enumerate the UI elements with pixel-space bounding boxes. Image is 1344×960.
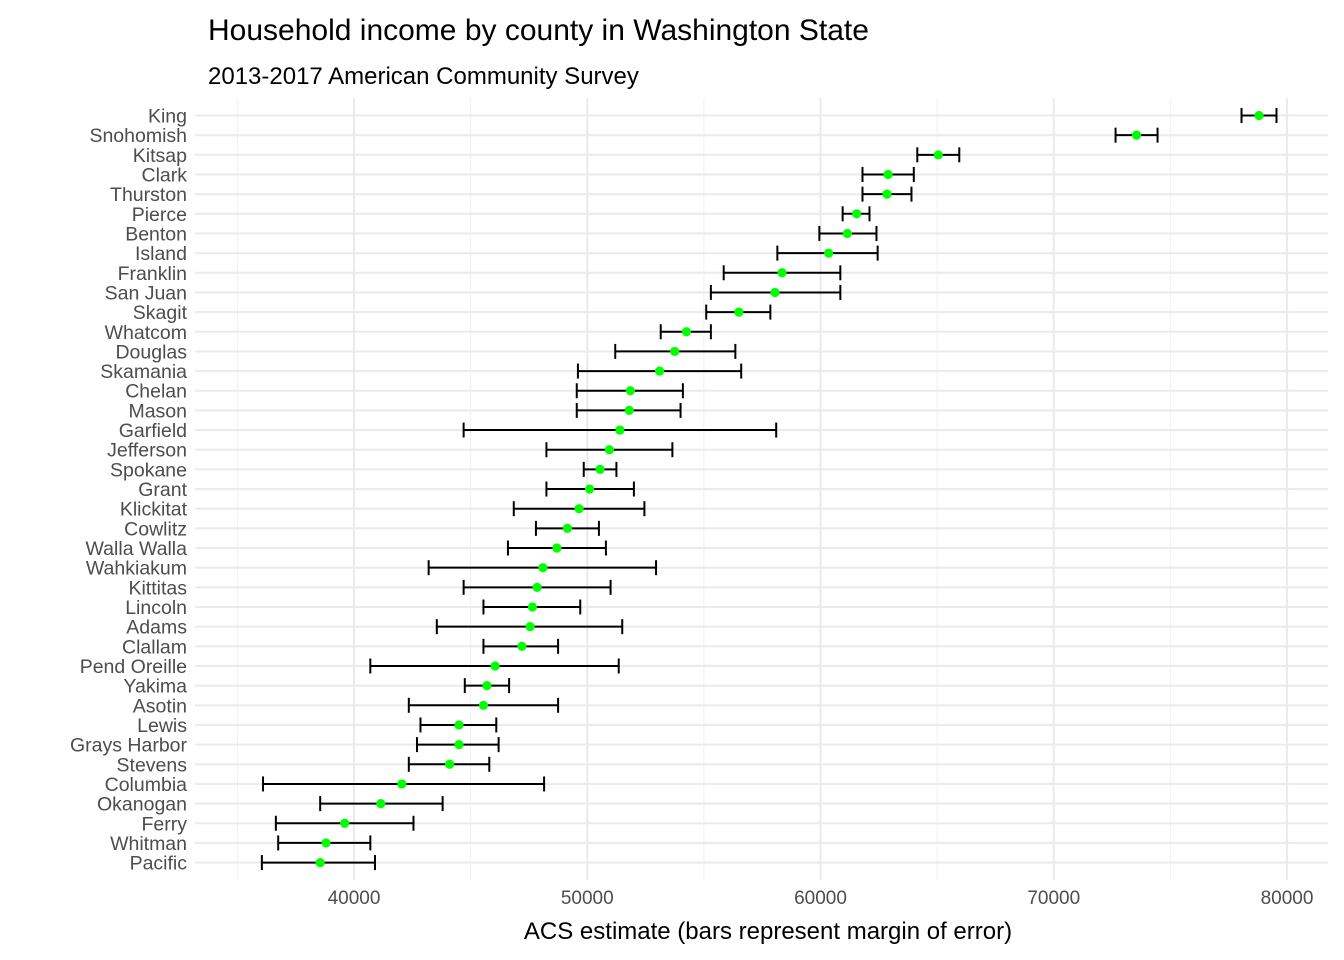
estimate-point-pend-oreille	[490, 661, 500, 671]
y-tick-label: Stevens	[117, 754, 188, 776]
estimate-point-garfield	[615, 425, 625, 435]
y-tick-label: Spokane	[110, 459, 187, 481]
estimate-point-stevens	[445, 759, 455, 769]
estimate-point-pierce	[852, 209, 862, 219]
estimate-point-whitman	[321, 838, 331, 848]
estimate-point-clark	[883, 169, 893, 180]
y-tick-label: Benton	[125, 223, 187, 245]
estimate-points	[315, 110, 1264, 868]
y-tick-label: Grant	[138, 479, 187, 501]
y-tick-label: Walla Walla	[86, 538, 188, 560]
grid-lines	[195, 98, 1328, 880]
y-tick-label: Grays Harbor	[70, 735, 188, 757]
y-tick-label: San Juan	[105, 282, 187, 304]
y-tick-label: Mason	[128, 400, 187, 422]
x-tick-label: 60000	[794, 888, 847, 909]
estimate-point-klickitat	[574, 504, 584, 514]
estimate-point-yakima	[482, 681, 492, 691]
estimate-point-grant	[584, 484, 595, 494]
estimate-point-skagit	[734, 307, 744, 317]
y-tick-label: Okanogan	[97, 794, 187, 816]
y-axis-county-labels: KingSnohomishKitsapClarkThurstonPierceBe…	[70, 106, 188, 875]
y-tick-label: Island	[135, 243, 187, 265]
y-tick-label: Wahkiakum	[86, 558, 187, 580]
y-tick-label: King	[148, 106, 187, 128]
y-tick-label: Cowlitz	[124, 518, 187, 540]
estimate-point-kittitas	[532, 582, 542, 592]
estimate-point-grays-harbor	[454, 740, 464, 750]
y-tick-label: Columbia	[105, 774, 188, 796]
y-tick-label: Yakima	[123, 676, 187, 698]
y-tick-label: Douglas	[115, 341, 187, 363]
estimate-point-asotin	[478, 700, 489, 710]
estimate-point-clallam	[517, 641, 527, 651]
y-tick-label: Lewis	[137, 715, 187, 737]
estimate-point-wahkiakum	[538, 563, 548, 573]
y-tick-label: Pend Oreille	[80, 656, 187, 678]
chart-title: Household income by county in Washington…	[208, 14, 869, 47]
estimate-point-skamania	[654, 366, 665, 376]
estimate-point-jefferson	[604, 445, 615, 455]
y-tick-label: Ferry	[142, 813, 188, 835]
estimate-point-spokane	[595, 464, 605, 474]
estimate-point-ferry	[340, 818, 350, 828]
x-tick-label: 70000	[1027, 888, 1080, 909]
y-tick-label: Clark	[141, 164, 187, 186]
estimate-point-benton	[842, 228, 852, 239]
y-tick-label: Pacific	[130, 853, 188, 875]
y-tick-label: Thurston	[110, 184, 187, 206]
y-tick-label: Asotin	[133, 695, 187, 717]
estimate-point-cowlitz	[562, 523, 573, 533]
y-tick-label: Kittitas	[128, 577, 187, 599]
estimate-point-columbia	[397, 779, 407, 789]
y-tick-label: Pierce	[132, 204, 187, 226]
estimate-point-douglas	[670, 346, 680, 357]
estimate-point-franklin	[777, 268, 787, 278]
y-tick-label: Whatcom	[105, 322, 187, 344]
estimate-point-okanogan	[376, 799, 386, 809]
y-tick-label: Klickitat	[120, 499, 188, 521]
x-axis-tick-labels: 40000 50000 60000 70000 80000	[328, 888, 1314, 909]
estimate-point-lewis	[454, 720, 464, 730]
y-tick-label: Snohomish	[89, 125, 187, 147]
estimate-point-thurston	[882, 189, 892, 199]
estimate-point-island	[824, 248, 834, 258]
estimate-point-adams	[525, 622, 535, 632]
y-tick-label: Lincoln	[125, 597, 187, 619]
estimate-point-mason	[624, 405, 634, 415]
x-tick-label: 50000	[561, 888, 614, 909]
chart-subtitle: 2013-2017 American Community Survey	[208, 63, 639, 90]
x-tick-label: 40000	[328, 888, 381, 909]
y-tick-label: Clallam	[122, 636, 187, 658]
y-tick-label: Skagit	[133, 302, 188, 324]
estimate-point-chelan	[625, 386, 636, 396]
y-tick-label: Adams	[126, 617, 187, 639]
y-tick-label: Chelan	[125, 381, 187, 403]
y-tick-label: Skamania	[100, 361, 187, 383]
estimate-point-walla-walla	[552, 543, 562, 553]
estimate-point-pacific	[315, 857, 325, 868]
estimate-point-san-juan	[770, 287, 780, 298]
estimate-point-king	[1254, 110, 1264, 121]
y-tick-label: Jefferson	[107, 440, 187, 462]
x-axis-title: ACS estimate (bars represent margin of e…	[524, 918, 1012, 945]
estimate-point-snohomish	[1131, 130, 1142, 140]
y-tick-label: Whitman	[110, 833, 187, 855]
x-tick-label: 80000	[1261, 888, 1314, 909]
y-tick-label: Kitsap	[133, 145, 187, 167]
y-tick-label: Franklin	[118, 263, 187, 285]
y-tick-label: Garfield	[119, 420, 187, 442]
estimate-point-whatcom	[681, 327, 691, 337]
estimate-point-lincoln	[527, 602, 538, 612]
estimate-point-kitsap	[933, 150, 943, 160]
